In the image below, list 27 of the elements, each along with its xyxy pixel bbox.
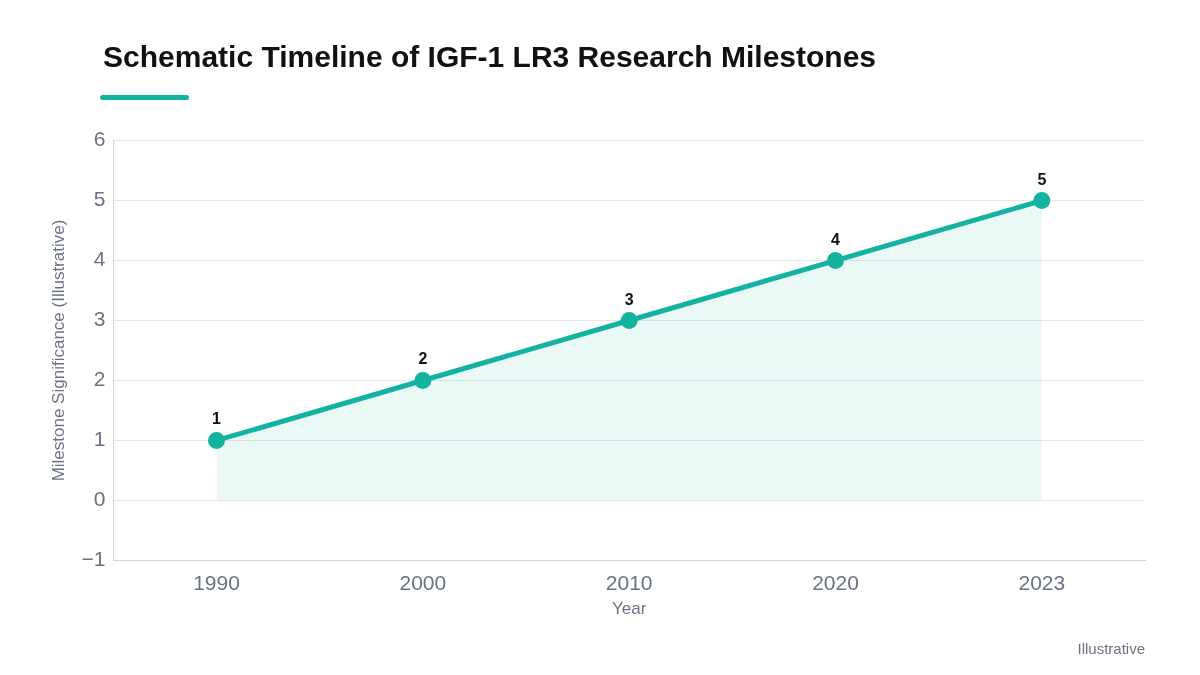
data-label: 2 xyxy=(418,350,428,368)
y-tick-label: 5 xyxy=(93,187,106,211)
point xyxy=(414,371,432,389)
y-tick-label: 0 xyxy=(93,487,106,511)
data-label: 3 xyxy=(624,290,634,308)
x-tick-label: 2000 xyxy=(399,570,447,594)
x-tick-label: 2010 xyxy=(605,570,653,594)
y-tick-label: 3 xyxy=(93,307,106,331)
y-tick-label: 6 xyxy=(93,127,106,151)
x-tick-label: 2023 xyxy=(1018,570,1066,594)
x-tick-label: 1990 xyxy=(193,570,240,594)
data-label: 1 xyxy=(212,410,222,428)
data-label: 4 xyxy=(831,230,841,248)
y-tick-label: −1 xyxy=(81,547,106,571)
y-axis-title: Milestone Significance (Illustrative) xyxy=(48,219,68,482)
chart-title: Schematic Timeline of IGF-1 LR3 Research Milestones xyxy=(103,40,877,74)
point xyxy=(1033,192,1051,210)
x-tick-label: 2020 xyxy=(812,570,859,594)
y-tick-label: 2 xyxy=(93,367,106,391)
point xyxy=(620,312,638,330)
point xyxy=(208,431,226,449)
y-tick-label: 4 xyxy=(93,247,106,271)
y-tick-label: 1 xyxy=(93,427,106,451)
point xyxy=(827,252,844,270)
data-label: 5 xyxy=(1037,170,1047,188)
x-axis-title: Year xyxy=(611,599,647,619)
text: Illustrative xyxy=(1077,640,1145,657)
